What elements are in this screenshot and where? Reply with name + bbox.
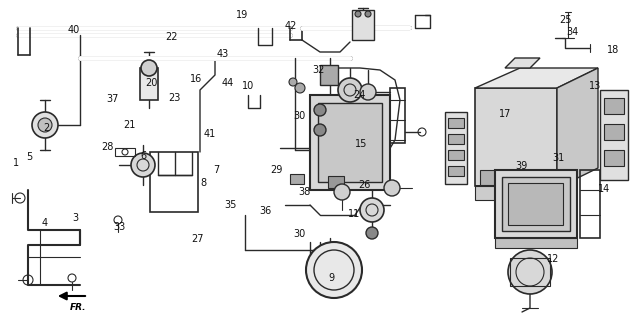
Text: 30: 30 [293,111,306,121]
Text: 26: 26 [358,180,371,190]
Bar [448,118,464,128]
Text: 3: 3 [72,212,79,223]
Text: 25: 25 [559,15,572,25]
Text: 6: 6 [140,151,147,161]
Bar [580,170,600,238]
Text: 1: 1 [13,158,19,168]
Bar [480,170,510,185]
Bar [502,177,570,231]
Circle shape [366,227,378,239]
Circle shape [360,198,384,222]
Circle shape [141,60,157,76]
Text: 12: 12 [547,254,560,264]
Bar [604,150,624,166]
Bar [140,68,158,100]
Text: 14: 14 [598,184,611,194]
Bar [510,258,550,286]
Text: 7: 7 [213,164,220,175]
Text: 32: 32 [312,65,325,75]
Circle shape [289,78,297,86]
Circle shape [32,112,58,138]
Text: FR.: FR. [70,303,86,313]
Bar [448,134,464,144]
Bar [290,174,304,184]
Bar [318,103,382,182]
Text: 10: 10 [242,81,255,92]
Bar [495,170,577,238]
Text: 8: 8 [200,178,207,188]
Text: 16: 16 [189,74,202,84]
Bar [448,150,464,160]
Circle shape [360,84,376,100]
Text: 21: 21 [123,120,136,130]
Text: 17: 17 [499,108,512,119]
Polygon shape [557,68,598,188]
Text: 31: 31 [552,153,564,164]
Bar [600,90,628,180]
Bar [604,124,624,140]
Text: 29: 29 [270,164,283,175]
Text: 37: 37 [106,94,118,104]
Polygon shape [475,186,520,200]
Text: 33: 33 [113,222,125,232]
Bar [150,152,198,212]
Bar [310,95,390,190]
Text: 41: 41 [204,129,216,140]
Circle shape [508,250,552,294]
Circle shape [38,118,52,132]
Bar [448,166,464,176]
Text: 24: 24 [353,90,366,100]
Polygon shape [505,58,540,68]
Text: 44: 44 [221,77,234,88]
Bar [328,176,344,188]
Text: 11: 11 [348,209,360,219]
Text: 2: 2 [43,123,49,133]
Text: 9: 9 [328,273,335,284]
Text: 39: 39 [515,161,528,172]
Bar [445,112,467,184]
Circle shape [338,78,362,102]
Circle shape [365,11,371,17]
Text: 4: 4 [42,218,48,228]
Bar [508,183,563,225]
Text: 42: 42 [285,20,298,31]
Text: 22: 22 [165,32,178,42]
Text: 15: 15 [355,139,367,149]
Text: 36: 36 [259,205,271,216]
Circle shape [314,104,326,116]
Bar [604,98,624,114]
Text: 13: 13 [589,81,602,92]
Circle shape [295,83,305,93]
Polygon shape [475,68,598,88]
Bar [115,148,135,156]
Text: 18: 18 [607,44,620,55]
Text: 5: 5 [26,152,33,162]
Text: 34: 34 [566,27,579,37]
Text: 20: 20 [145,78,157,88]
Bar [352,10,374,40]
Circle shape [334,184,350,200]
Text: 43: 43 [216,49,229,59]
Bar [320,65,338,85]
Text: 40: 40 [67,25,80,36]
Polygon shape [495,238,577,248]
Circle shape [384,180,400,196]
Bar [475,88,557,186]
Text: 19: 19 [236,10,248,20]
Circle shape [131,153,155,177]
Text: 27: 27 [191,234,204,244]
Circle shape [314,124,326,136]
Bar [390,88,405,143]
Text: 35: 35 [224,200,237,211]
Circle shape [355,11,361,17]
Text: 38: 38 [298,187,311,197]
Circle shape [306,242,362,298]
Text: 23: 23 [168,92,180,103]
Text: 30: 30 [293,228,306,239]
Text: 28: 28 [101,142,114,152]
